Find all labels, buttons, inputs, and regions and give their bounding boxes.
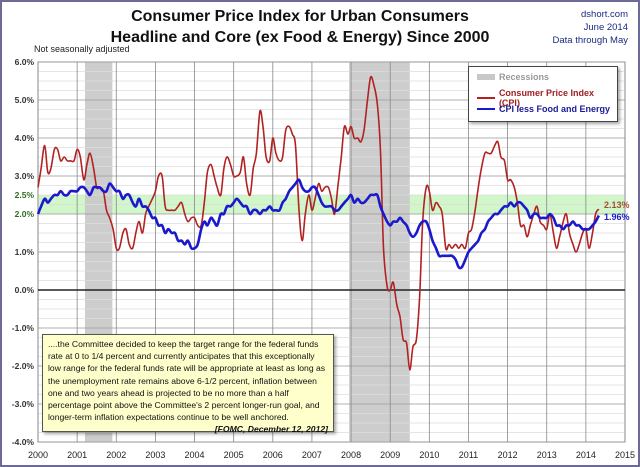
y-tick-labels: 6.0% 5.0% 4.0% 3.0% 2.5% 2.0% 1.0% 0.0% -1.0% -2.…	[12, 57, 35, 447]
title-line-2: Headline and Core (ex Food & Energy) Sin…	[110, 29, 490, 46]
legend-label-cpi: Consumer Price Index (CPI)	[498, 88, 594, 108]
y-tick-label: 2.5%	[15, 190, 35, 200]
x-tick-label: 2003	[145, 450, 165, 460]
source-date: June 2014	[583, 22, 628, 33]
series-lines	[36, 75, 600, 371]
x-tick-label: 2012	[498, 450, 518, 460]
cpi-swatch	[477, 97, 495, 99]
title-line-1: Consumer Price Index for Urban Consumers	[131, 8, 469, 25]
legend-label-recessions: Recessions	[499, 72, 550, 82]
cpi-line	[37, 75, 600, 371]
fomc-quote-box: ....the Committee decided to keep the ta…	[42, 334, 334, 435]
fomc-quote-citation: [FOMC, December 12, 2012]	[214, 424, 328, 435]
source-info: dshort.com June 2014 Data through May	[552, 8, 628, 47]
recession-swatch	[477, 74, 495, 80]
x-tick-labels: 2000 2001 2002 2003 2004 2005 2006 2007 2008 2009…	[28, 450, 635, 460]
x-tick-label: 2004	[185, 450, 205, 460]
cpi-end-label: 2.13%	[604, 200, 630, 210]
chart-title: Consumer Price Index for Urban Consumers…	[100, 6, 500, 48]
x-tick-label: 2006	[263, 450, 283, 460]
legend-item-core: CPI less Food and Energy	[477, 104, 610, 114]
y-tick-label: 2.0%	[15, 209, 35, 219]
x-tick-label: 2000	[28, 450, 48, 460]
x-tick-label: 2014	[576, 450, 596, 460]
x-tick-label: 2007	[302, 450, 322, 460]
y-tick-label: 5.0%	[15, 95, 35, 105]
x-tick-label: 2005	[224, 450, 244, 460]
core-swatch	[477, 108, 495, 110]
x-tick-label: 2001	[67, 450, 87, 460]
y-tick-label: -1.0%	[12, 323, 35, 333]
x-tick-label: 2009	[380, 450, 400, 460]
y-tick-label: 4.0%	[15, 133, 35, 143]
y-tick-label: 6.0%	[15, 57, 35, 67]
y-tick-label: 3.0%	[15, 171, 35, 181]
y-tick-label: 1.0%	[15, 247, 35, 257]
x-tick-label: 2002	[106, 450, 126, 460]
source-data-through: Data through May	[552, 35, 628, 46]
x-tick-label: 2013	[537, 450, 557, 460]
core-cpi-line	[36, 178, 600, 270]
x-tick-label: 2010	[419, 450, 439, 460]
y-tick-label: -3.0%	[12, 399, 35, 409]
x-tick-label: 2011	[459, 450, 478, 460]
legend-item-recessions: Recessions	[477, 72, 549, 82]
y-tick-label: 0.0%	[15, 285, 35, 295]
legend-label-core: CPI less Food and Energy	[499, 104, 611, 114]
y-tick-label: -4.0%	[12, 437, 35, 447]
x-tick-label: 2015	[615, 450, 635, 460]
adjustment-note: Not seasonally adjusted	[34, 44, 130, 54]
legend: Recessions Consumer Price Index (CPI) CP…	[468, 66, 618, 122]
core-end-label: 1.96%	[604, 212, 630, 222]
legend-item-cpi: Consumer Price Index (CPI)	[477, 88, 617, 108]
source-site: dshort.com	[581, 9, 628, 20]
y-tick-label: -2.0%	[12, 361, 35, 371]
x-tick-label: 2008	[341, 450, 361, 460]
fomc-quote-text: ....the Committee decided to keep the ta…	[48, 339, 326, 423]
